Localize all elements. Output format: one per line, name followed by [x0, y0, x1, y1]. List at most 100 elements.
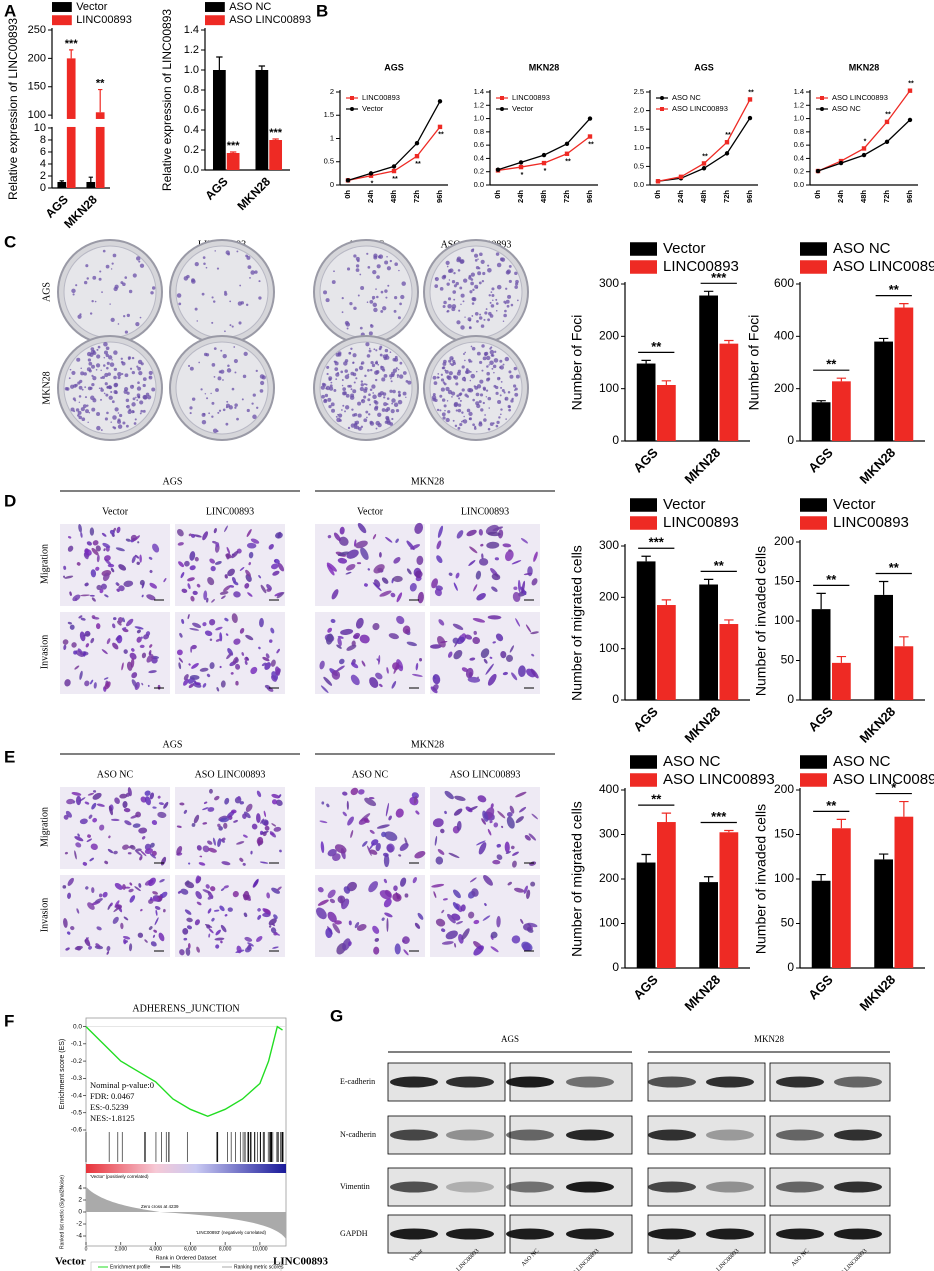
cell: [391, 680, 397, 689]
y-tick-label: 50: [781, 653, 795, 667]
colony: [374, 378, 378, 382]
cell: [189, 674, 200, 680]
colony: [473, 427, 477, 430]
colony: [353, 426, 357, 429]
colony: [451, 280, 456, 284]
cell: [372, 925, 380, 934]
colony: [258, 296, 262, 300]
cell: [269, 639, 273, 643]
cell: [199, 855, 203, 858]
colony: [117, 412, 120, 414]
band: [776, 1129, 824, 1141]
protein-label: N-cadherin: [340, 1130, 376, 1139]
colony: [124, 276, 128, 279]
cell: [480, 648, 490, 659]
cell: [219, 591, 229, 595]
legend-marker: [500, 107, 504, 111]
cell: [63, 814, 69, 820]
cell: [456, 530, 464, 539]
cell: [130, 658, 135, 668]
colony: [105, 264, 110, 269]
x-tick-label: AGS: [805, 704, 836, 735]
y-tick-label: 200: [774, 782, 794, 796]
cell: [75, 842, 82, 848]
band: [390, 1228, 438, 1240]
colony: [448, 279, 451, 281]
colony: [236, 250, 239, 253]
colony: [443, 382, 447, 386]
cell: [132, 823, 141, 828]
cell: [264, 662, 271, 670]
colony: [443, 275, 446, 278]
colony: [391, 398, 396, 403]
legend-label: ASO LINC00893: [663, 771, 775, 788]
colony: [370, 368, 373, 372]
cell: [184, 909, 192, 915]
colony: [88, 412, 91, 414]
colony: [359, 326, 363, 330]
cell: [64, 575, 74, 579]
cell: [149, 853, 157, 859]
cell: [531, 578, 538, 586]
colony: [451, 307, 456, 312]
cell: [144, 939, 148, 943]
colony: [92, 350, 96, 353]
cell: [248, 562, 251, 566]
colony: [448, 269, 452, 273]
colony: [481, 279, 485, 283]
cell: [103, 555, 111, 562]
y-tick-label: -0.4: [71, 1092, 83, 1099]
colony: [211, 321, 214, 324]
colony: [191, 279, 196, 284]
y-tick-label: 0.0: [73, 1023, 82, 1030]
y-tick-label: 8: [40, 134, 46, 146]
cell: [378, 654, 381, 665]
colony: [483, 318, 486, 321]
cell: [477, 795, 487, 803]
cell: [99, 824, 105, 831]
colony: [109, 303, 111, 305]
cell: [414, 922, 421, 929]
y-tick-label: 200: [599, 329, 619, 343]
cell: [333, 532, 341, 542]
cell: [84, 680, 90, 687]
cell: [67, 621, 72, 625]
cell: [90, 637, 95, 644]
colony: [434, 398, 438, 403]
metric-tick-label: -4: [76, 1233, 82, 1240]
cell: [62, 885, 67, 889]
cell: [415, 662, 419, 671]
colony: [456, 394, 460, 398]
cell: [152, 806, 157, 809]
cell: [185, 947, 191, 956]
x-tick-label: 96h: [435, 190, 444, 203]
cell: [433, 675, 436, 680]
cell: [191, 823, 196, 827]
colony: [445, 386, 450, 392]
cell: [460, 904, 466, 912]
legend-label: Enrichment profile: [110, 1264, 151, 1270]
legend-label: Vector: [663, 240, 706, 257]
error-bar: [816, 592, 826, 610]
colony: [473, 253, 479, 258]
cell: [347, 816, 354, 826]
cell: [339, 526, 345, 535]
cell: [71, 791, 82, 796]
colony: [260, 380, 265, 386]
cell: [524, 834, 531, 841]
y-tick-label: 1.2: [184, 44, 199, 56]
cell: [372, 533, 377, 540]
colony: [202, 256, 206, 259]
cell: [445, 930, 458, 940]
colony: [239, 284, 242, 287]
colony: [126, 391, 130, 395]
y-tick-label: -0.3: [71, 1075, 83, 1082]
cell: [441, 909, 445, 914]
cell: [149, 569, 153, 574]
colony: [176, 293, 182, 298]
y-tick-label: 0.0: [184, 164, 199, 176]
colony: [341, 379, 344, 381]
colony: [372, 392, 375, 394]
cell: [506, 654, 513, 662]
colony: [85, 264, 89, 268]
